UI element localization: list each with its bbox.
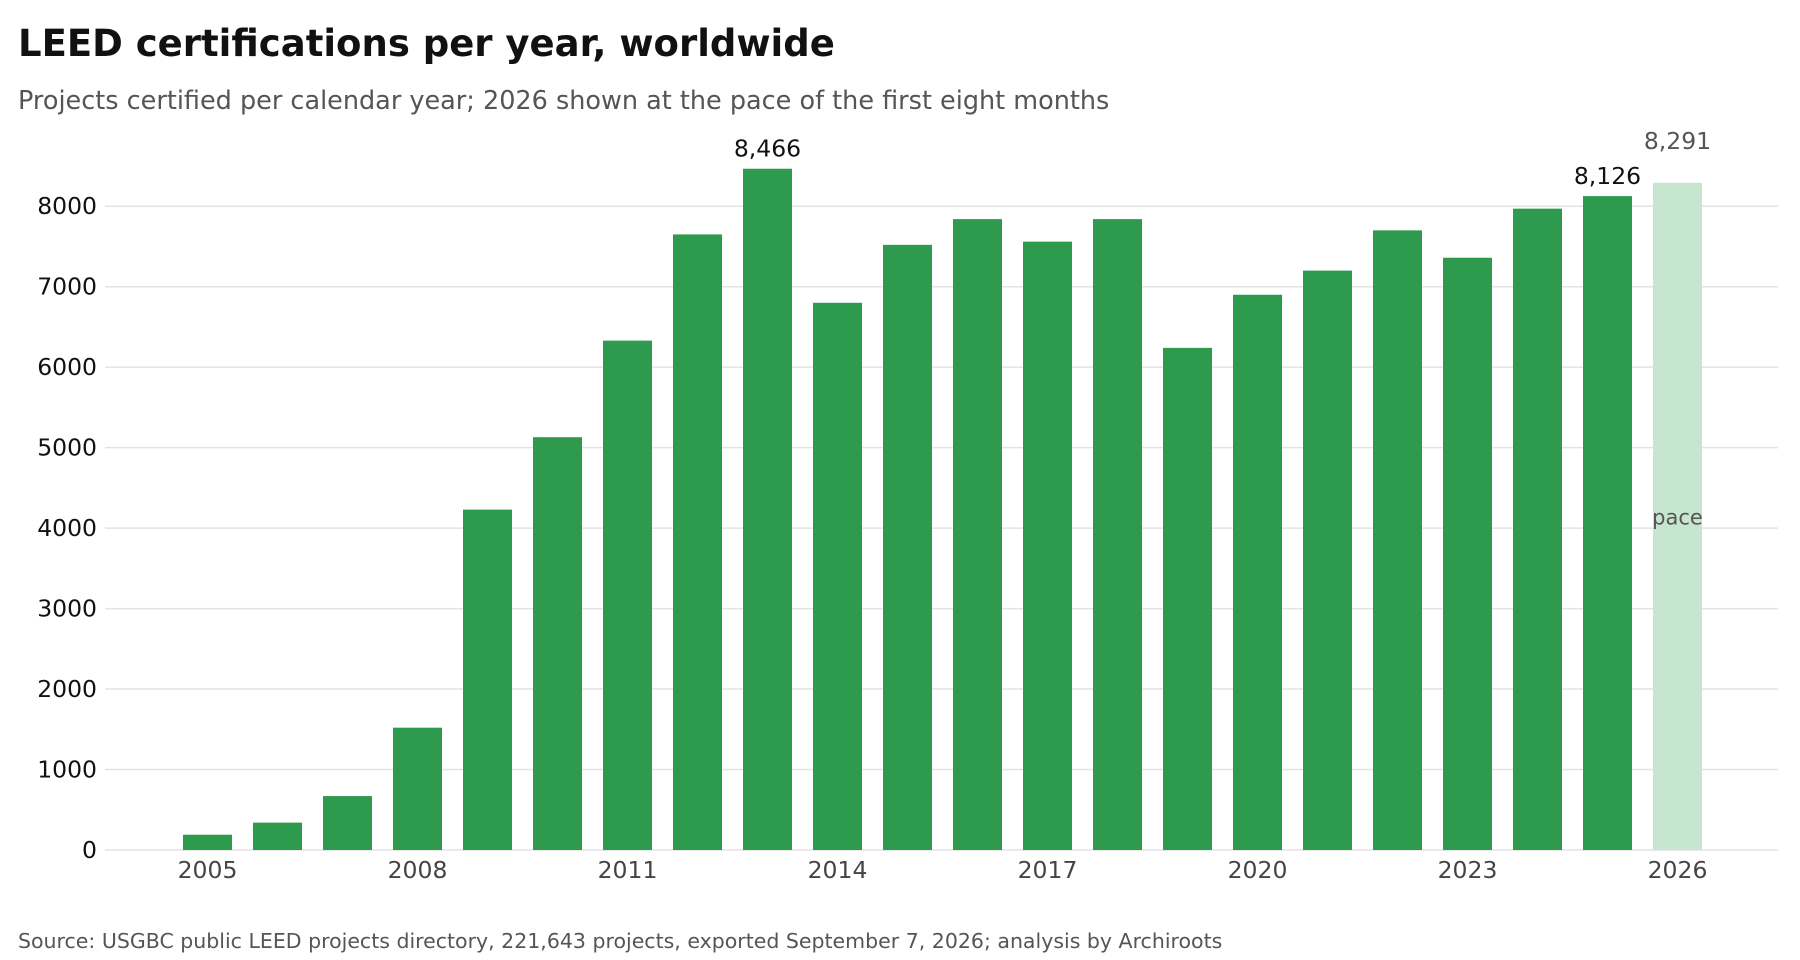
y-tick-label: 5000 [37, 434, 97, 462]
bar [253, 822, 302, 850]
bar [953, 219, 1002, 850]
y-tick-label: 8000 [37, 192, 97, 220]
y-tick-label: 3000 [37, 595, 97, 623]
x-tick-label: 2014 [808, 856, 868, 884]
y-tick-label: 6000 [37, 353, 97, 381]
bar [533, 437, 582, 850]
bar [1583, 196, 1632, 850]
bar [463, 509, 512, 850]
y-tick-label: 0 [82, 836, 97, 864]
x-tick-label: 2017 [1018, 856, 1078, 884]
bar [323, 796, 372, 850]
bar [673, 234, 722, 850]
bar-annotation: pace [1652, 505, 1703, 529]
x-tick-label: 2026 [1648, 856, 1708, 884]
bar [1303, 270, 1352, 850]
bar [743, 168, 792, 851]
bar-projected [1653, 182, 1702, 850]
x-tick-label: 2005 [178, 856, 238, 884]
bar [1093, 219, 1142, 850]
bar [1443, 257, 1492, 851]
x-tick-label: 2011 [598, 856, 658, 884]
y-tick-label: 2000 [37, 675, 97, 703]
data-label: 8,466 [734, 135, 801, 163]
bar [813, 302, 862, 850]
bar [883, 244, 932, 850]
bar [1023, 241, 1072, 851]
bar [1513, 208, 1562, 850]
x-tick-label: 2008 [388, 856, 448, 884]
data-label: 8,291 [1644, 127, 1711, 155]
bar [393, 727, 442, 850]
data-label: 8,126 [1574, 162, 1641, 190]
chart-subtitle: Projects certified per calendar year; 20… [18, 86, 1110, 116]
bar [183, 834, 232, 850]
bar [1373, 230, 1422, 850]
x-tick-label: 2020 [1228, 856, 1288, 884]
bar [603, 340, 652, 850]
y-tick-label: 7000 [37, 273, 97, 301]
bar [1163, 347, 1212, 850]
y-tick-label: 4000 [37, 514, 97, 542]
bar [1233, 294, 1282, 850]
source-note: Source: USGBC public LEED projects direc… [18, 929, 1223, 953]
y-tick-label: 1000 [37, 756, 97, 784]
x-tick-label: 2023 [1438, 856, 1498, 884]
chart-title: LEED certifications per year, worldwide [18, 22, 835, 65]
